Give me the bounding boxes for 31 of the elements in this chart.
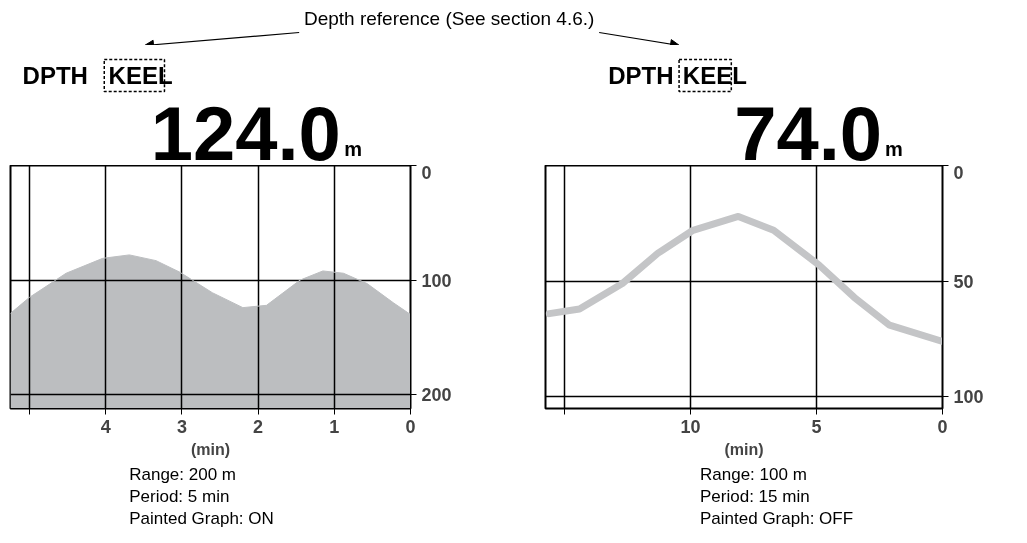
- text: Painted Graph: OFF: [700, 509, 854, 528]
- annotation: 74.0: [734, 90, 883, 176]
- text: Range: 200 m: [129, 465, 237, 484]
- text: DPTH: [22, 62, 88, 89]
- x-tick-label: 5: [811, 416, 822, 437]
- x-tick-label: 0: [937, 416, 948, 437]
- y-tick-label: 0: [953, 162, 964, 183]
- x-tick-label: 0: [405, 416, 416, 437]
- y-tick-label: 50: [953, 271, 974, 292]
- text: Depth reference (See section 4.6.): [303, 8, 595, 29]
- x-tick-label: 1: [329, 416, 340, 437]
- y-tick-label: 0: [421, 162, 432, 183]
- x-axis-title: (min): [724, 440, 764, 458]
- y-tick-label: 100: [953, 387, 984, 408]
- text: Period: 5 min: [129, 487, 230, 506]
- x-axis-title: (min): [190, 440, 231, 458]
- text: m: [344, 137, 363, 160]
- x-tick-label: 3: [176, 416, 187, 437]
- text: m: [885, 137, 903, 160]
- text: KEEL: [682, 62, 747, 89]
- text: Period: 15 min: [700, 487, 810, 506]
- y-tick-label: 200: [421, 385, 452, 406]
- text: Painted Graph: ON: [129, 509, 274, 528]
- x-tick-label: 4: [100, 416, 111, 437]
- text: Range: 100 m: [700, 465, 807, 484]
- x-tick-label: 10: [680, 416, 701, 437]
- text: DPTH: [608, 62, 674, 89]
- text: KEEL: [108, 62, 173, 89]
- y-tick-label: 100: [421, 270, 452, 291]
- annotation: 124.0: [150, 90, 341, 176]
- x-tick-label: 2: [253, 416, 264, 437]
